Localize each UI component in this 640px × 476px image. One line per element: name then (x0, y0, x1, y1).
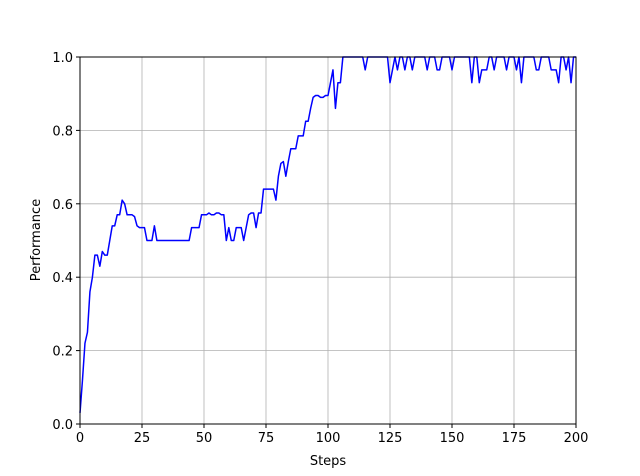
data-line (79, 56, 576, 414)
y-tick-label: 0.8 (52, 124, 73, 139)
x-tick-label: 150 (440, 431, 465, 446)
x-tick-label: 200 (564, 431, 589, 446)
x-tick-label: 0 (76, 431, 84, 446)
x-axis-label: Steps (310, 454, 347, 469)
y-tick-label: 0.6 (52, 198, 73, 213)
x-tick-label: 25 (134, 431, 151, 446)
y-tick-label: 0.0 (52, 418, 73, 433)
y-tick-label: 0.4 (52, 271, 73, 286)
y-tick-label: 1.0 (52, 51, 73, 66)
x-tick-label: 50 (196, 431, 213, 446)
y-tick-label: 0.2 (52, 345, 73, 360)
x-tick-label: 175 (502, 431, 527, 446)
x-tick-label: 125 (378, 431, 403, 446)
x-tick-label: 100 (316, 431, 341, 446)
axes-frame (79, 56, 577, 425)
y-axis-label: Performance (29, 199, 44, 281)
x-tick-label: 75 (258, 431, 275, 446)
